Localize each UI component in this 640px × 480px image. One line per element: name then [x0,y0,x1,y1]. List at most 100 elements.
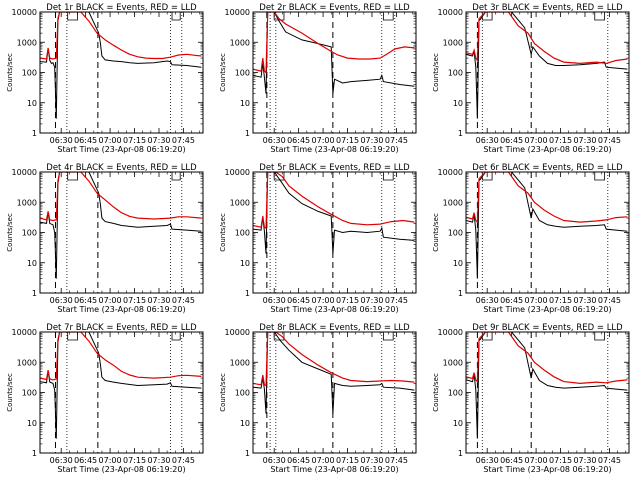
y-tick-label: 1000 [230,198,250,207]
chart-title: Det 7r BLACK = Events, RED = LLD [46,323,197,333]
chart-panel-5: Det 5r BLACK = Events, RED = LLD 1 10 100 10… [219,163,417,314]
series-lld [466,332,628,385]
interval-bracket [382,12,394,21]
x-tick-label: 07:30 [360,456,383,465]
x-tick-label: 06:30 [476,296,499,305]
interval-bracket [273,172,285,181]
x-tick-label: 07:45 [598,456,621,465]
chart-title: Det 4r BLACK = Events, RED = LLD [46,163,197,173]
y-tick-label: 1 [458,289,463,298]
y-tick-label: 10000 [12,168,37,177]
chart-panel-6: Det 6r BLACK = Events, RED = LLD 1 10 100 10… [432,163,630,314]
series-lld [253,12,415,74]
interval-bracket [273,332,285,341]
x-tick-label: 07:00 [525,296,548,305]
x-tick-label: 06:45 [287,136,310,145]
interval-bracket [67,12,78,21]
y-tick-label: 1 [245,129,250,138]
chart-panel-3: Det 3r BLACK = Events, RED = LLD 1 10 100 10… [432,3,630,154]
y-axis-label: Counts/sec [6,53,14,92]
interval-bracket [594,172,605,181]
x-tick-label: 06:30 [476,456,499,465]
x-tick-label: 07:30 [573,296,596,305]
series-lld [466,172,628,224]
data-area [466,332,628,439]
x-tick-label: 07:15 [549,136,572,145]
y-tick-label: 1000 [443,358,463,367]
y-tick-label: 100 [22,69,37,78]
x-tick-label: 07:00 [525,456,548,465]
plot-frame [39,11,204,134]
x-tick-label: 06:30 [50,136,73,145]
interval-bracket [171,12,181,21]
x-tick-label: 07:45 [598,296,621,305]
x-tick-label: 07:15 [336,296,359,305]
y-tick-label: 100 [235,229,250,238]
plot-frame [39,171,204,294]
y-tick-label: 10 [240,99,250,108]
x-tick-label: 06:30 [50,456,73,465]
interval-bracket [594,332,605,341]
chart-title: Det 1r BLACK = Events, RED = LLD [46,3,197,13]
data-area [40,332,202,439]
plot-frame [465,171,630,294]
x-tick-label: 07:15 [549,296,572,305]
series-events [40,332,202,439]
interval-bracket [382,332,394,341]
series-lld [40,12,202,60]
y-tick-label: 10000 [225,168,250,177]
x-tick-label: 07:30 [573,136,596,145]
chart-title: Det 2r BLACK = Events, RED = LLD [259,3,410,13]
x-axis-label: Start Time (23-Apr-08 06:19:20) [57,305,185,314]
y-tick-label: 10000 [225,8,250,17]
x-axis-label: Start Time (23-Apr-08 06:19:20) [483,305,611,314]
x-tick-label: 07:30 [147,456,170,465]
x-tick-label: 07:00 [525,136,548,145]
chart-title: Det 8r BLACK = Events, RED = LLD [259,323,410,333]
series-events [466,332,628,439]
x-tick-label: 07:15 [123,136,146,145]
chart-panel-8: Det 8r BLACK = Events, RED = LLD 1 10 100 10… [219,323,417,474]
interval-bracket [382,172,394,181]
y-tick-label: 100 [22,389,37,398]
interval-bracket [273,12,285,21]
x-axis-label: Start Time (23-Apr-08 06:19:20) [57,145,185,154]
y-tick-label: 1 [245,289,250,298]
y-tick-label: 100 [448,389,463,398]
chart-panel-9: Det 9r BLACK = Events, RED = LLD 1 10 100 10… [432,323,630,474]
plot-frame [252,331,417,454]
interval-bracket [67,332,78,341]
y-tick-label: 10 [27,419,37,428]
data-area [466,172,628,279]
y-tick-label: 1000 [230,358,250,367]
x-tick-label: 07:30 [573,456,596,465]
y-tick-label: 1 [32,289,37,298]
series-events [40,12,202,119]
y-tick-label: 1 [458,129,463,138]
y-tick-label: 1 [32,129,37,138]
y-tick-label: 10 [453,419,463,428]
y-tick-label: 10 [453,99,463,108]
chart-title: Det 3r BLACK = Events, RED = LLD [472,3,623,13]
data-area [253,12,415,94]
y-tick-label: 1000 [230,38,250,47]
y-tick-label: 1000 [443,38,463,47]
y-tick-label: 1 [458,449,463,458]
x-tick-label: 07:15 [336,456,359,465]
x-axis-label: Start Time (23-Apr-08 06:19:20) [270,305,398,314]
y-tick-label: 10000 [438,328,463,337]
y-tick-label: 100 [235,69,250,78]
y-axis-label: Counts/sec [6,373,14,412]
plot-frame [252,171,417,294]
chart-panel-7: Det 7r BLACK = Events, RED = LLD 1 10 100 10… [6,323,204,474]
x-tick-label: 07:15 [123,456,146,465]
x-tick-label: 07:00 [312,456,335,465]
y-tick-label: 1000 [443,198,463,207]
x-tick-label: 07:00 [99,296,122,305]
chart-title: Det 5r BLACK = Events, RED = LLD [259,163,410,173]
x-tick-label: 06:30 [263,296,286,305]
x-tick-label: 06:30 [476,136,499,145]
x-tick-label: 06:45 [74,456,97,465]
y-axis-label: Counts/sec [432,53,440,92]
